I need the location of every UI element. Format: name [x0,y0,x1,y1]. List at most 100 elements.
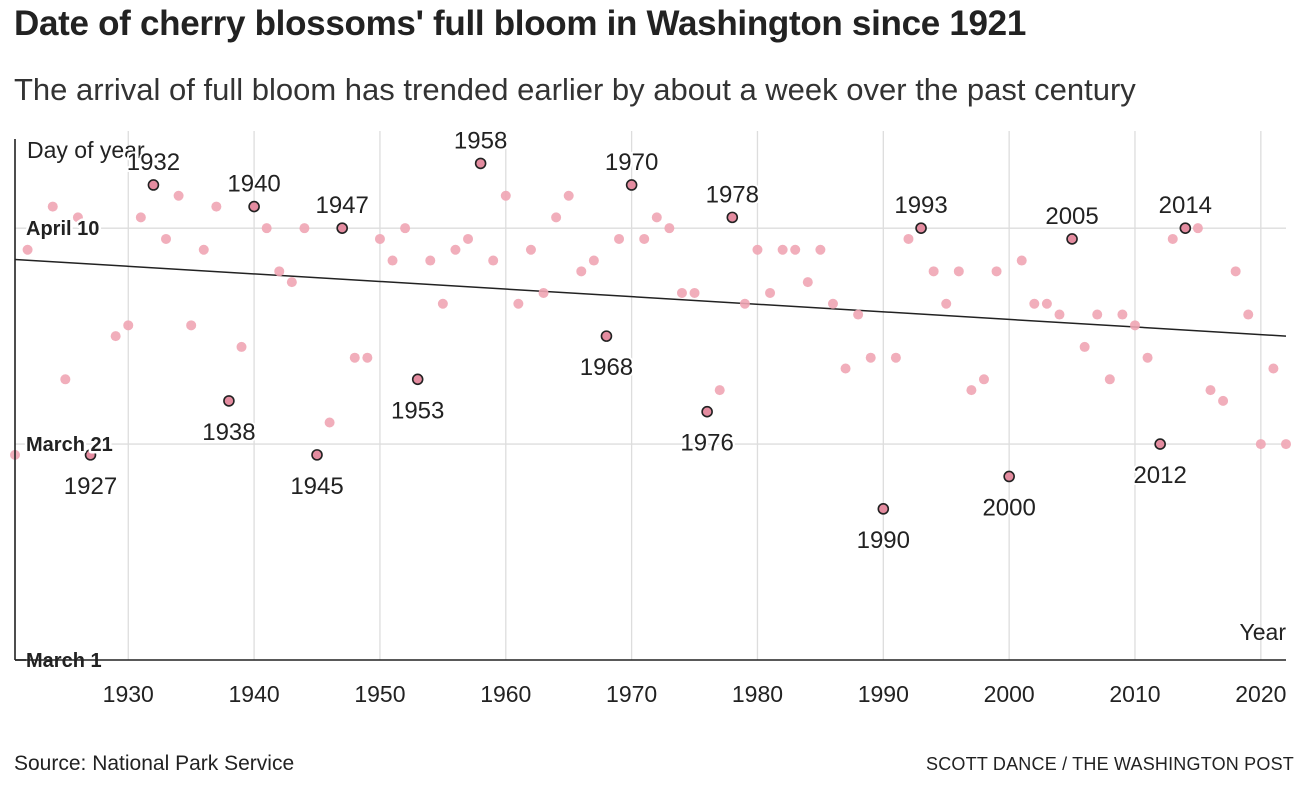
highlighted-point [1179,222,1192,234]
data-point [865,352,876,363]
data-point [966,385,977,396]
data-point [1092,309,1103,320]
data-point [173,190,184,201]
highlighted-point [600,330,613,342]
highlighted-point [726,211,739,224]
data-point [236,341,247,352]
data-point [614,233,625,244]
data-point [739,298,750,309]
point-annotation: 2005 [1045,203,1098,230]
data-point [827,298,838,309]
point-annotation: 1953 [391,397,444,424]
data-point [47,201,58,212]
highlighted-point [877,503,890,515]
data-point [890,352,901,363]
data-point [211,201,222,212]
data-point [765,287,776,298]
x-tick-label: 1950 [354,681,405,707]
data-point [463,233,474,244]
point-annotation: 2012 [1133,462,1186,489]
data-point [1281,439,1291,450]
data-point [714,385,725,396]
data-point [689,287,700,298]
data-point [362,352,373,363]
data-point [651,212,662,223]
y-axis-label: Day of year [27,137,145,163]
data-points [10,157,1291,515]
data-point [1230,266,1241,277]
highlighted-point [1066,233,1078,245]
x-axis-label: Year [1240,619,1287,645]
data-point [941,298,952,309]
data-point [1218,395,1229,406]
highlighted-point [1154,438,1166,450]
highlighted-point [336,222,348,234]
data-point [1117,309,1128,320]
point-annotation: 1940 [227,171,280,198]
point-annotation: 1932 [127,149,180,176]
highlighted-point [474,157,487,170]
point-annotation: 1968 [580,354,633,381]
highlighted-point [915,222,927,234]
data-point [953,266,964,277]
data-point [425,255,436,266]
data-point [525,244,536,255]
highlighted-point [311,449,323,461]
point-annotation: 1990 [857,527,910,554]
data-point [72,212,83,223]
source-note: Source: National Park Service [14,752,295,775]
data-point [1016,255,1027,266]
x-tick-label: 1960 [480,681,531,707]
data-point [538,287,549,298]
data-point [161,233,172,244]
data-point [1041,298,1052,309]
x-tick-label: 2010 [1109,681,1160,707]
data-point [991,266,1002,277]
data-point [500,190,511,201]
data-point [22,244,33,255]
data-point [576,266,587,277]
y-tick-label: March 21 [26,434,113,456]
data-point [513,298,524,309]
data-point [1054,309,1065,320]
x-tick-label: 1930 [103,681,154,707]
data-point [1079,341,1090,352]
data-point [374,233,385,244]
x-tick-label: 1940 [229,681,280,707]
point-annotation: 1938 [202,419,255,446]
point-annotation: 1947 [315,192,368,219]
data-point [286,277,297,288]
data-point [110,331,121,342]
data-point [60,374,71,385]
scatter-chart: 1930 1940 1950 1960 1970 1980 1990 2000 2010 2020… [10,125,1291,707]
data-point [387,255,398,266]
highlighted-point [1003,470,1015,483]
highlighted-point [701,405,713,418]
data-point [1142,352,1153,363]
data-point [1129,320,1140,331]
data-point [324,417,335,428]
y-tick-label: April 10 [26,218,99,240]
data-point [840,363,851,374]
data-point [563,190,574,201]
point-annotation: 2014 [1159,192,1212,219]
data-point [274,266,285,277]
data-point [349,352,360,363]
data-point [853,309,864,320]
data-point [437,298,448,309]
data-point [664,223,675,234]
highlighted-point [147,179,160,191]
point-annotation: 2000 [982,494,1035,521]
highlighted-point [84,449,97,461]
data-point [299,223,310,234]
x-tick-label: 1970 [606,681,657,707]
data-point [1268,363,1279,374]
data-point [1029,298,1040,309]
data-point [903,233,914,244]
y-tick-label: March 1 [26,650,102,672]
data-point [1243,309,1254,320]
data-point [450,244,461,255]
data-point [1205,385,1216,396]
x-tick-label: 1980 [732,681,783,707]
data-point [261,223,272,234]
